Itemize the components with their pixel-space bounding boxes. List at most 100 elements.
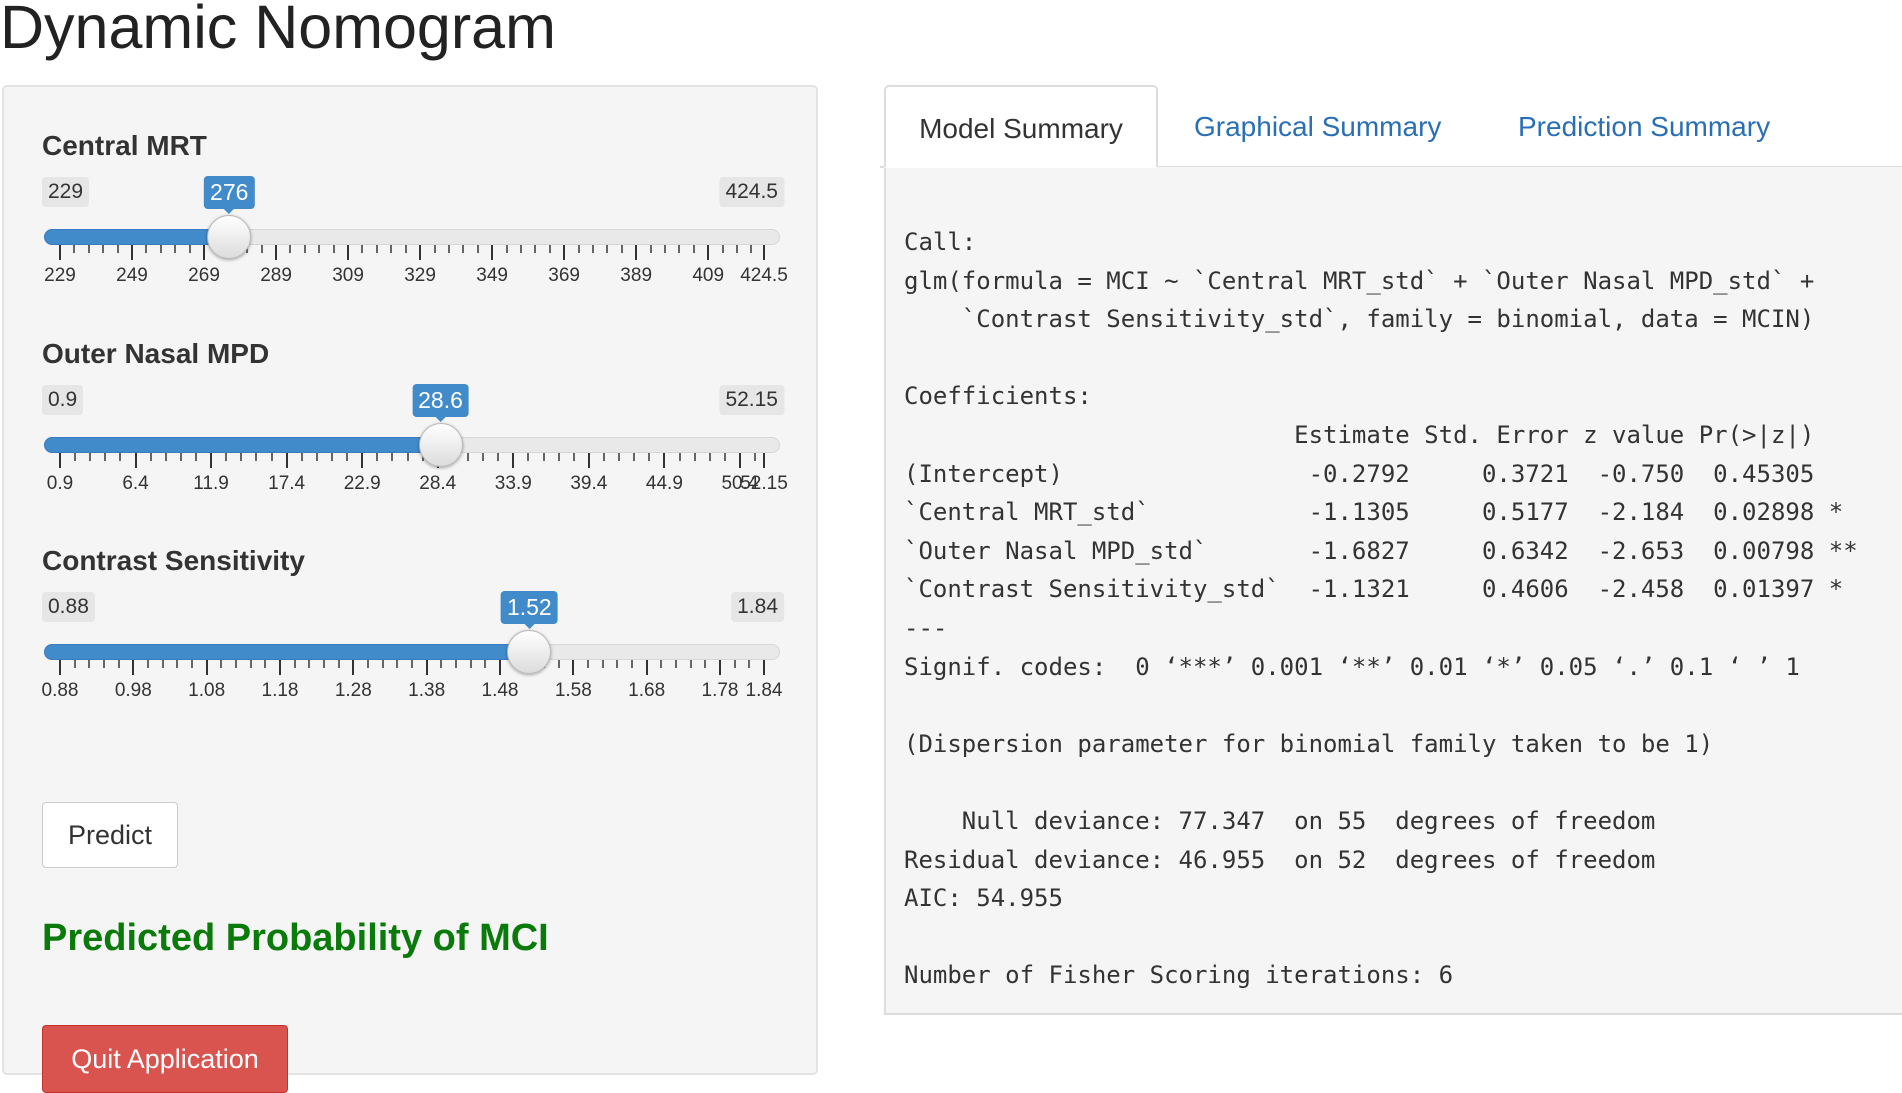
slider-minor-tick bbox=[748, 660, 751, 668]
slider-tick-label: 0.9 bbox=[46, 473, 74, 494]
slider-minor-tick bbox=[591, 245, 594, 253]
slider-minor-tick bbox=[620, 245, 623, 253]
slider-minor-tick bbox=[102, 245, 105, 253]
slider-major-tick bbox=[131, 245, 134, 260]
slider-major-tick bbox=[738, 453, 741, 468]
tab-graphical-summary[interactable]: Graphical Summary bbox=[1194, 111, 1442, 142]
slider-fill bbox=[44, 437, 441, 453]
slider-minor-tick bbox=[704, 660, 707, 668]
slider-tick-label: 1.08 bbox=[188, 680, 226, 701]
slider-minor-tick bbox=[330, 453, 333, 461]
slider-tick-label: 17.4 bbox=[268, 473, 306, 494]
slider-minor-tick bbox=[159, 245, 162, 253]
slider-major-tick bbox=[635, 245, 638, 260]
slider-major-tick bbox=[210, 453, 213, 468]
slider-minor-tick bbox=[557, 660, 560, 668]
slider-minor-tick bbox=[145, 245, 148, 253]
slider-major-tick bbox=[59, 245, 61, 260]
slider-minor-tick bbox=[587, 660, 589, 668]
slider-minor-tick bbox=[447, 245, 450, 253]
slider-minor-tick bbox=[440, 660, 443, 668]
slider-minor-tick bbox=[708, 453, 711, 461]
slider-value-bubble: 1.52 bbox=[500, 591, 558, 629]
slider-min-label: 0.88 bbox=[42, 592, 95, 622]
slider-minor-tick bbox=[293, 660, 296, 668]
slider-minor-tick bbox=[147, 660, 149, 668]
slider-minor-tick bbox=[73, 245, 76, 253]
slider-tick-label: 289 bbox=[260, 265, 292, 286]
slider-minor-tick bbox=[149, 453, 152, 461]
slider-minor-tick bbox=[225, 453, 228, 461]
slider-minor-tick bbox=[249, 660, 252, 668]
slider-tick-label: 229 bbox=[44, 265, 76, 286]
slider-minor-tick bbox=[476, 245, 479, 253]
slider-tick-label: 50.4 bbox=[721, 473, 759, 494]
slider-tick-label: 0.88 bbox=[41, 680, 79, 701]
slider-minor-tick bbox=[411, 660, 413, 668]
slider-minor-tick bbox=[482, 453, 485, 461]
slider-minor-tick bbox=[87, 245, 90, 253]
slider-minor-tick bbox=[633, 453, 636, 461]
slider-minor-tick bbox=[519, 245, 522, 253]
slider-minor-tick bbox=[88, 660, 91, 668]
slider-major-tick bbox=[645, 660, 648, 675]
slider-minor-tick bbox=[381, 660, 384, 668]
slider-tick-label: 6.4 bbox=[122, 473, 149, 494]
slider-value-bubble: 28.6 bbox=[412, 384, 469, 422]
slider-minor-tick bbox=[391, 453, 394, 461]
slider-major-tick bbox=[285, 453, 288, 468]
slider-outer-nasal-mpd[interactable]: Outer Nasal MPD 0.9 52.15 0.9 6.4 11.9 17.4… bbox=[42, 337, 788, 537]
slider-minor-tick bbox=[618, 453, 621, 461]
slider-tick-label: 309 bbox=[332, 265, 364, 286]
slider-minor-tick bbox=[660, 660, 663, 668]
slider-minor-tick bbox=[315, 453, 318, 461]
slider-minor-tick bbox=[318, 245, 321, 253]
predict-button[interactable]: Predict bbox=[42, 802, 178, 868]
slider-major-tick bbox=[663, 453, 666, 468]
slider-major-tick bbox=[512, 453, 515, 468]
slider-minor-tick bbox=[693, 453, 696, 461]
slider-minor-tick bbox=[527, 453, 530, 461]
slider-tick-label: 33.9 bbox=[494, 473, 532, 494]
slider-handle[interactable] bbox=[207, 215, 252, 259]
slider-minor-tick bbox=[176, 660, 179, 668]
slider-handle[interactable] bbox=[507, 630, 552, 674]
slider-max-label: 1.84 bbox=[731, 592, 784, 622]
slider-major-tick bbox=[361, 453, 364, 468]
tab-model-summary[interactable]: Model Summary bbox=[884, 85, 1158, 168]
slider-minor-tick bbox=[616, 660, 619, 668]
slider-tick-label: 28.4 bbox=[419, 473, 457, 494]
slider-minor-tick bbox=[406, 453, 409, 461]
slider-minor-tick bbox=[164, 453, 167, 461]
slider-max-label: 424.5 bbox=[719, 177, 784, 207]
slider-major-tick bbox=[279, 660, 281, 675]
slider-tick-label: 349 bbox=[476, 265, 508, 286]
slider-central-mrt[interactable]: Central MRT 229 424.5 229 249 269 289 309 329… bbox=[42, 129, 788, 329]
slider-minor-tick bbox=[240, 453, 243, 461]
quit-application-button[interactable]: Quit Application bbox=[42, 1025, 288, 1093]
slider-minor-tick bbox=[649, 245, 652, 253]
slider-label: Contrast Sensitivity bbox=[42, 545, 305, 576]
slider-minor-tick bbox=[648, 453, 651, 461]
slider-minor-tick bbox=[289, 245, 292, 253]
slider-minor-tick bbox=[235, 660, 237, 668]
slider-minor-tick bbox=[631, 660, 633, 668]
slider-major-tick bbox=[572, 660, 575, 675]
slider-minor-tick bbox=[260, 245, 263, 253]
slider-minor-tick bbox=[675, 660, 677, 668]
slider-minor-tick bbox=[396, 660, 399, 668]
slider-major-tick bbox=[59, 660, 61, 675]
slider-tick-label: 11.9 bbox=[193, 473, 229, 494]
slider-handle[interactable] bbox=[418, 423, 463, 467]
glm-summary-text: Call: glm(formula = MCI ~ `Central MRT_s… bbox=[904, 228, 1858, 990]
slider-minor-tick bbox=[733, 660, 736, 668]
slider-tick-label: 1.84 bbox=[745, 680, 783, 701]
tab-prediction-summary[interactable]: Prediction Summary bbox=[1518, 111, 1771, 142]
slider-minor-tick bbox=[572, 453, 575, 461]
slider-minor-tick bbox=[117, 660, 120, 668]
slider-contrast-sensitivity[interactable]: Contrast Sensitivity 0.88 1.84 0.88 0.98 1… bbox=[42, 544, 784, 744]
slider-minor-tick bbox=[194, 453, 197, 461]
slider-tick-label: 44.9 bbox=[645, 473, 683, 494]
slider-minor-tick bbox=[191, 660, 193, 668]
slider-tick-label: 269 bbox=[188, 265, 220, 286]
